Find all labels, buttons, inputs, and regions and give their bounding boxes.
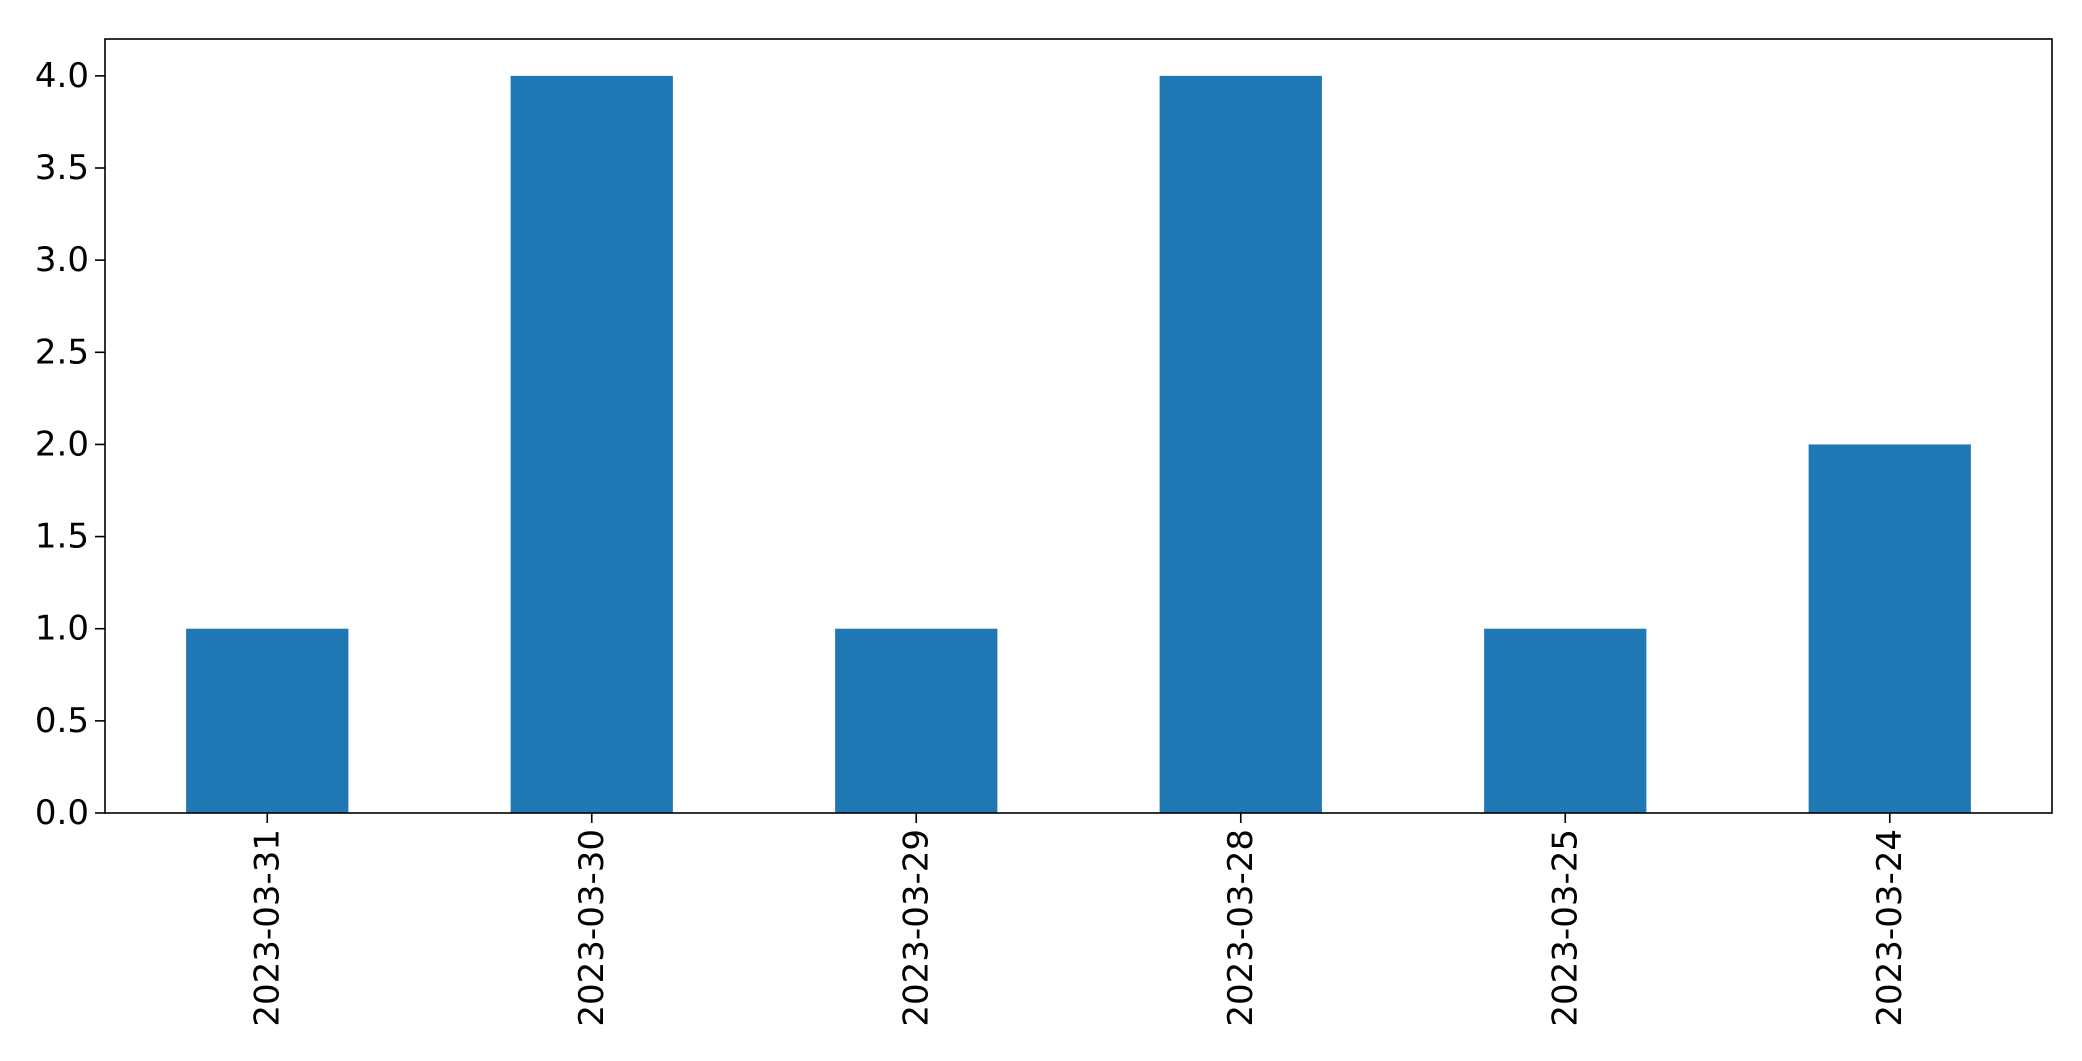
y-tick-label: 3.5 [35, 148, 89, 188]
bar-2023-03-30 [510, 75, 673, 814]
x-tick-label: 2023-03-30 [572, 829, 612, 1027]
y-tick-label: 1.0 [35, 609, 89, 649]
x-tick-label: 2023-03-29 [896, 829, 936, 1027]
y-tick-label: 2.5 [35, 332, 89, 372]
bar-2023-03-29 [835, 628, 998, 813]
x-tick-label: 2023-03-31 [247, 829, 287, 1027]
x-tick-label: 2023-03-25 [1545, 829, 1585, 1027]
plot-frame [104, 38, 2053, 814]
bar-2023-03-31 [186, 628, 349, 813]
x-tick-label: 2023-03-28 [1221, 829, 1261, 1027]
y-tick-label: 0.5 [35, 701, 89, 741]
y-tick-label: 3.0 [35, 240, 89, 280]
bar-2023-03-28 [1159, 75, 1322, 814]
y-tick-label: 4.0 [35, 56, 89, 96]
bar-2023-03-25 [1484, 628, 1647, 813]
y-tick-label: 2.0 [35, 424, 89, 464]
y-tick-label: 1.5 [35, 517, 89, 557]
x-tick-label: 2023-03-24 [1870, 829, 1910, 1027]
bar-2023-03-24 [1808, 444, 1971, 813]
y-axis-ticks: 0.0 0.5 1.0 1.5 2.0 2.5 3.0 3.5 4.0 [35, 56, 105, 833]
x-axis-ticks: 2023-03-31 2023-03-30 2023-03-29 2023-03-28… [247, 813, 1910, 1027]
axes-layer [104, 38, 2053, 814]
bars-layer [186, 75, 1971, 814]
y-tick-label: 0.0 [35, 793, 89, 833]
